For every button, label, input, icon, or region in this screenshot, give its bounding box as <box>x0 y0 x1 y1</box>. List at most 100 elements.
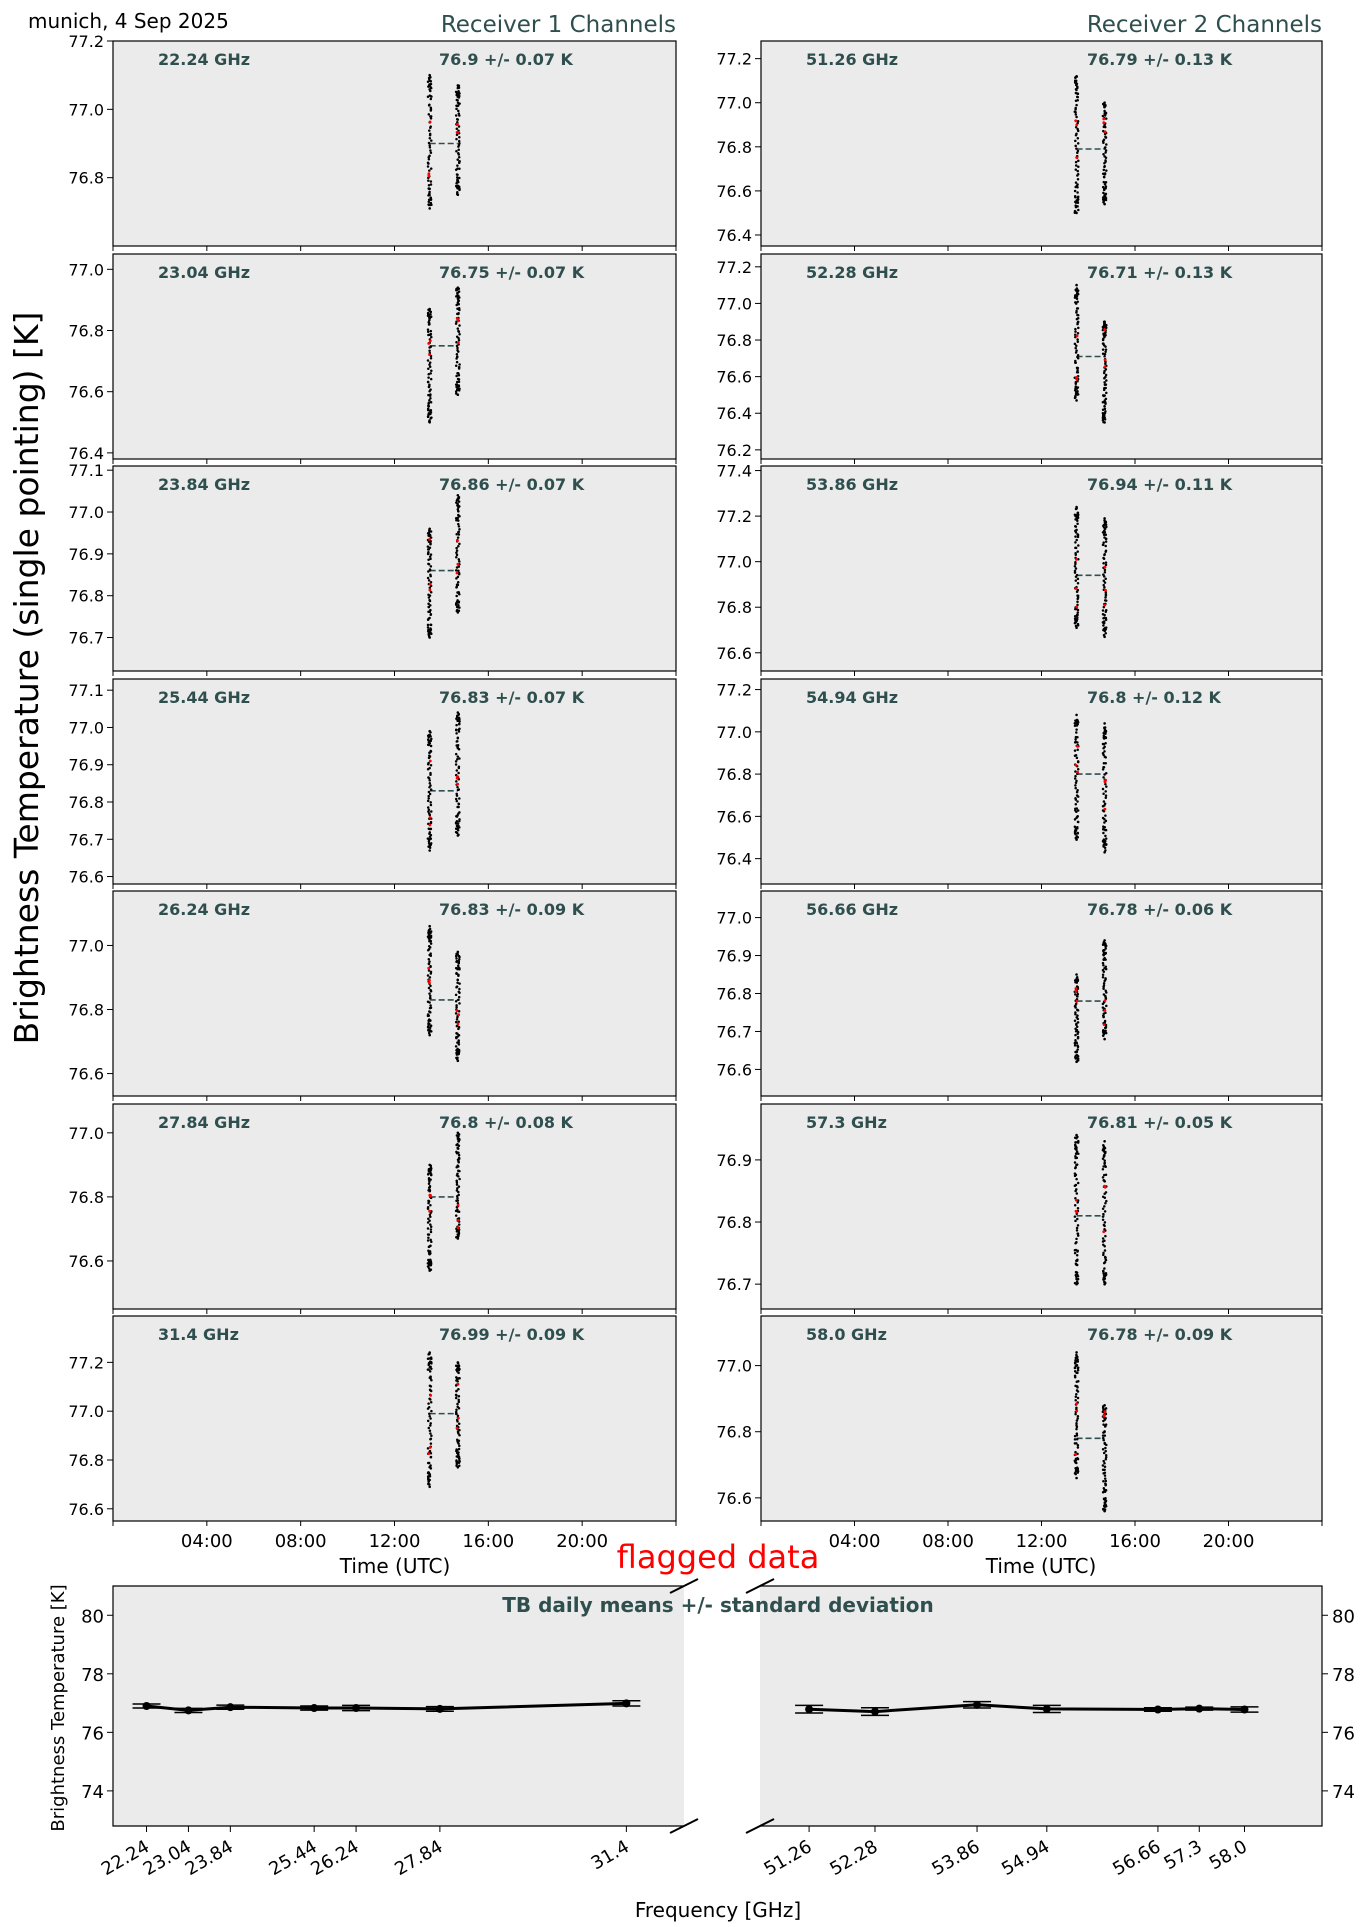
data-point <box>1076 820 1080 824</box>
channel-panel: 76.6 76.8 77.0 77.2 31.4 GHz 76.99 +/- 0.09 K… <box>68 1315 677 1552</box>
data-point <box>1076 142 1080 145</box>
data-point <box>455 824 459 828</box>
data-point <box>426 1461 430 1465</box>
data-point <box>429 1432 432 1435</box>
panel-frame <box>112 40 677 247</box>
data-point <box>429 536 433 539</box>
data-point <box>458 114 461 117</box>
data-point <box>1074 1141 1077 1144</box>
panel-frame <box>112 253 677 460</box>
data-point <box>1104 1499 1107 1502</box>
flagged-point <box>457 341 460 345</box>
data-point <box>1103 404 1106 408</box>
data-point <box>458 1002 461 1005</box>
flagged-point <box>457 1416 460 1420</box>
data-point <box>1103 407 1107 411</box>
data-point <box>456 736 460 740</box>
data-point <box>1104 944 1107 947</box>
data-point <box>1074 993 1077 996</box>
data-point <box>428 533 432 537</box>
data-point <box>428 1370 432 1373</box>
data-point <box>428 1485 431 1489</box>
data-point <box>1076 186 1079 189</box>
x-tick-label: 27.84 <box>391 1836 446 1880</box>
data-point <box>458 982 461 985</box>
channel-panel: 76.4 76.6 76.8 77.0 23.04 GHz 76.75 +/- 0.07 … <box>68 253 677 464</box>
frequency-label: 23.84 GHz <box>158 475 250 494</box>
data-point <box>1075 722 1078 725</box>
data-point <box>427 1405 431 1409</box>
data-point <box>458 363 461 366</box>
data-point <box>1076 1035 1080 1039</box>
data-point <box>1076 1201 1079 1204</box>
mean-std-label: 76.81 +/- 0.05 K <box>1087 1113 1233 1132</box>
data-point <box>1073 614 1077 618</box>
summary-left-frame <box>112 1585 684 1827</box>
data-point <box>457 1368 461 1371</box>
data-point <box>1103 517 1106 520</box>
data-point <box>1104 782 1107 786</box>
data-point <box>457 338 461 342</box>
data-point <box>1102 1253 1105 1257</box>
data-point <box>427 756 431 760</box>
data-point <box>1075 1008 1079 1011</box>
mean-std-label: 76.83 +/- 0.07 K <box>439 688 585 707</box>
data-point <box>455 532 458 536</box>
flagged-point <box>428 120 432 124</box>
frequency-label: 56.66 GHz <box>806 900 898 919</box>
data-point <box>1103 1227 1106 1231</box>
data-point <box>456 393 460 397</box>
data-point <box>1104 609 1108 612</box>
data-point <box>1103 726 1106 730</box>
data-point <box>427 367 430 370</box>
data-point <box>1076 291 1079 295</box>
data-point <box>430 335 433 339</box>
data-point <box>429 942 433 945</box>
data-point <box>428 1250 432 1253</box>
data-point <box>1075 211 1078 215</box>
data-point <box>1076 1444 1080 1447</box>
data-point <box>1073 1434 1077 1438</box>
data-point <box>1073 342 1077 346</box>
data-point <box>426 734 430 737</box>
y-tick-label: 76.6 <box>68 1500 104 1519</box>
data-point <box>455 1051 459 1055</box>
data-point <box>1074 529 1077 533</box>
data-point <box>455 360 459 364</box>
data-point <box>429 183 433 186</box>
y-tick-label: 77.0 <box>68 260 104 279</box>
data-point <box>1104 814 1107 817</box>
data-point <box>1103 1164 1107 1168</box>
summary-y-axis-label: Brightness Temperature [K] <box>48 1584 69 1831</box>
data-point <box>1101 961 1105 965</box>
data-point <box>1076 513 1080 516</box>
data-point <box>1104 410 1107 413</box>
data-point <box>456 1035 459 1038</box>
data-point <box>427 141 431 145</box>
data-point <box>1104 348 1108 351</box>
data-point <box>1102 1438 1105 1442</box>
data-point <box>429 801 432 804</box>
summary-x-axis-label: Frequency [GHz] <box>635 1898 801 1922</box>
data-point <box>1075 731 1078 734</box>
data-point <box>456 327 460 330</box>
data-point <box>457 380 461 383</box>
data-point <box>426 1419 430 1423</box>
data-point <box>456 286 460 290</box>
flagged-point <box>1074 587 1078 590</box>
data-point <box>1074 113 1078 116</box>
y-tick-label: 78 <box>81 1665 104 1686</box>
data-point <box>1075 973 1078 976</box>
data-point <box>455 744 458 747</box>
flagged-point <box>455 317 459 320</box>
data-point <box>1103 939 1106 942</box>
y-tick-label: 77.1 <box>68 681 104 700</box>
data-point <box>455 1376 458 1379</box>
data-point <box>1075 1254 1079 1257</box>
data-point <box>429 763 433 767</box>
data-point <box>428 953 431 957</box>
flagged-point <box>428 582 432 586</box>
flagged-point <box>1103 1410 1107 1414</box>
data-point <box>458 333 461 336</box>
data-point <box>1075 975 1079 979</box>
